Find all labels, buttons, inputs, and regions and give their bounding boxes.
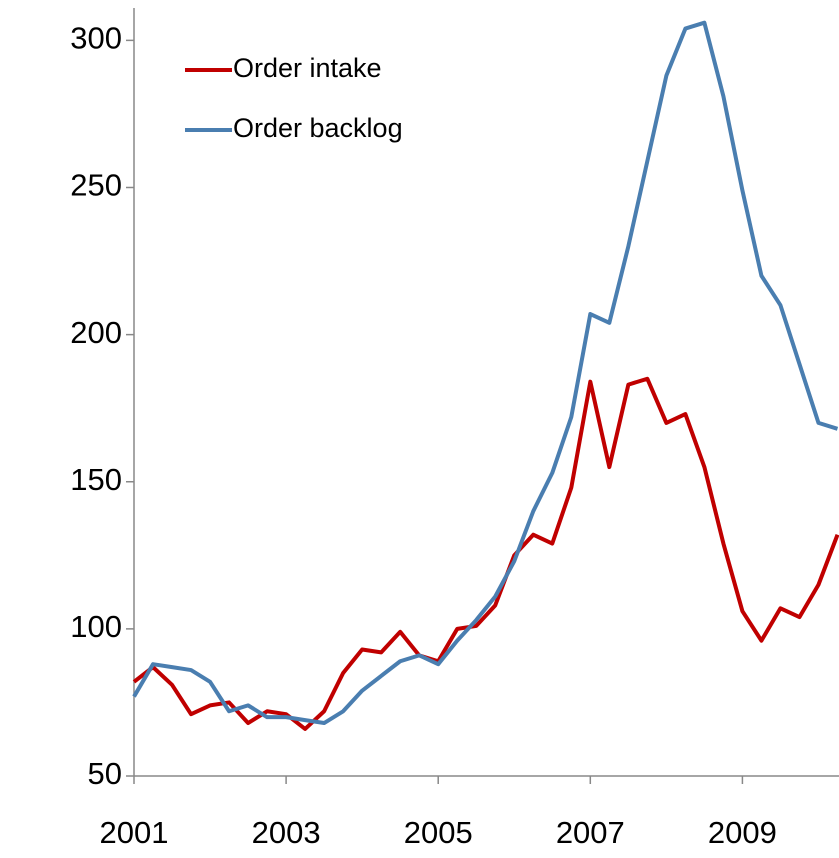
x-tick-label: 2009 (708, 815, 777, 850)
legend-label: Order backlog (233, 113, 403, 143)
series-line (132, 20, 839, 726)
x-tick-label: 2001 (100, 815, 169, 850)
y-tick-label: 150 (70, 462, 122, 497)
y-tick-label: 100 (70, 609, 122, 644)
x-tick-label: 2007 (556, 815, 625, 850)
x-tick-label: 2003 (252, 815, 321, 850)
y-tick-label: 300 (70, 21, 122, 56)
y-tick-label: 50 (88, 756, 122, 791)
legend-label: Order intake (233, 53, 382, 83)
x-tick-label: 2005 (404, 815, 473, 850)
series-line (132, 376, 839, 731)
y-tick-label: 250 (70, 168, 122, 203)
y-tick-label: 200 (70, 315, 122, 350)
